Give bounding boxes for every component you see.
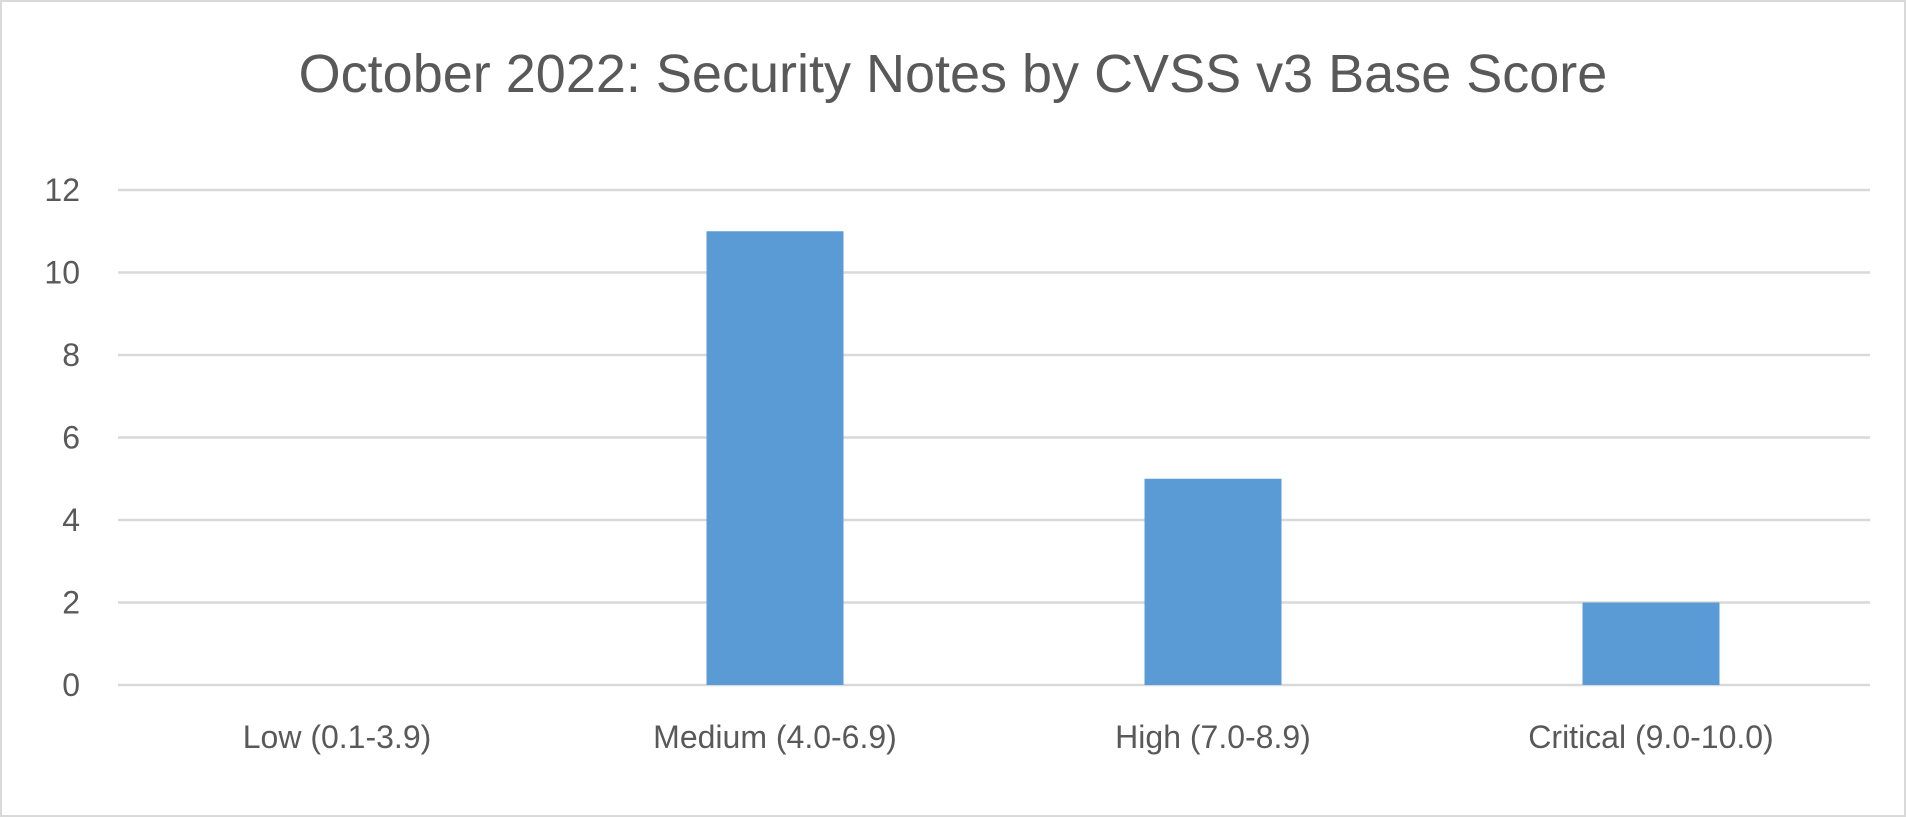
x-category-label: Medium (4.0-6.9) (653, 719, 897, 755)
gridlines (118, 188, 1870, 687)
bar (1582, 602, 1720, 685)
x-axis-categories: Low (0.1-3.9) Medium (4.0-6.9) High (7.0-8… (243, 719, 1774, 755)
bars (706, 231, 1720, 685)
x-category-label: Critical (9.0-10.0) (1528, 719, 1773, 755)
y-tick-label: 12 (44, 172, 80, 208)
x-category-label: Low (0.1-3.9) (243, 719, 432, 755)
y-tick-label: 8 (62, 337, 80, 373)
y-axis-ticks: 0 2 4 6 8 10 12 (44, 172, 80, 703)
y-tick-label: 10 (44, 255, 80, 291)
y-tick-label: 0 (62, 667, 80, 703)
y-tick-label: 2 (62, 585, 80, 621)
bar (706, 231, 844, 685)
y-tick-label: 4 (62, 502, 80, 538)
chart-title: October 2022: Security Notes by CVSS v3 … (299, 44, 1608, 104)
y-tick-label: 6 (62, 420, 80, 456)
x-category-label: High (7.0-8.9) (1115, 719, 1311, 755)
bar (1144, 478, 1282, 685)
